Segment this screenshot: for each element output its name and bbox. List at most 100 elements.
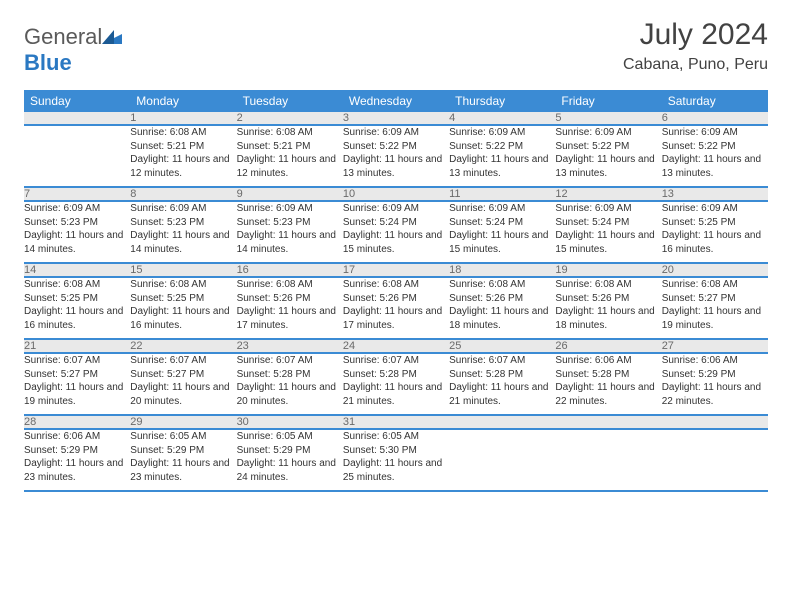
sunset-text: Sunset: 5:23 PM [24,216,130,230]
day-info: Sunrise: 6:08 AMSunset: 5:26 PMDaylight:… [449,277,555,339]
day-info: Sunrise: 6:09 AMSunset: 5:22 PMDaylight:… [662,125,768,187]
day-info: Sunrise: 6:08 AMSunset: 5:26 PMDaylight:… [555,277,661,339]
sunset-text: Sunset: 5:26 PM [343,292,449,306]
day-number: 18 [449,263,555,277]
day-info: Sunrise: 6:08 AMSunset: 5:21 PMDaylight:… [130,125,236,187]
daylight-text: Daylight: 11 hours and 13 minutes. [555,153,661,180]
day-number-row: 123456 [24,112,768,125]
day-number [24,112,130,125]
day-number-row: 21222324252627 [24,339,768,353]
day-info-row: Sunrise: 6:08 AMSunset: 5:21 PMDaylight:… [24,125,768,187]
daylight-text: Daylight: 11 hours and 24 minutes. [237,457,343,484]
day-info: Sunrise: 6:08 AMSunset: 5:26 PMDaylight:… [237,277,343,339]
sunset-text: Sunset: 5:24 PM [449,216,555,230]
daylight-text: Daylight: 11 hours and 25 minutes. [343,457,449,484]
daylight-text: Daylight: 11 hours and 12 minutes. [130,153,236,180]
weekday-header: Saturday [662,90,768,112]
daylight-text: Daylight: 11 hours and 18 minutes. [555,305,661,332]
day-number: 11 [449,187,555,201]
daylight-text: Daylight: 11 hours and 19 minutes. [24,381,130,408]
sunrise-text: Sunrise: 6:07 AM [237,354,343,368]
day-info: Sunrise: 6:08 AMSunset: 5:21 PMDaylight:… [237,125,343,187]
sunset-text: Sunset: 5:30 PM [343,444,449,458]
sunrise-text: Sunrise: 6:09 AM [237,202,343,216]
daylight-text: Daylight: 11 hours and 14 minutes. [24,229,130,256]
daylight-text: Daylight: 11 hours and 20 minutes. [237,381,343,408]
day-number: 17 [343,263,449,277]
weekday-header: Friday [555,90,661,112]
daylight-text: Daylight: 11 hours and 15 minutes. [343,229,449,256]
day-info: Sunrise: 6:06 AMSunset: 5:29 PMDaylight:… [662,353,768,415]
day-info: Sunrise: 6:08 AMSunset: 5:25 PMDaylight:… [130,277,236,339]
sunset-text: Sunset: 5:26 PM [237,292,343,306]
day-number: 26 [555,339,661,353]
day-info: Sunrise: 6:09 AMSunset: 5:22 PMDaylight:… [449,125,555,187]
sunrise-text: Sunrise: 6:06 AM [555,354,661,368]
sunset-text: Sunset: 5:28 PM [237,368,343,382]
daylight-text: Daylight: 11 hours and 15 minutes. [449,229,555,256]
day-number: 10 [343,187,449,201]
day-number [449,415,555,429]
sunrise-text: Sunrise: 6:05 AM [343,430,449,444]
day-number [555,415,661,429]
sunrise-text: Sunrise: 6:08 AM [130,126,236,140]
sunset-text: Sunset: 5:29 PM [662,368,768,382]
calendar-thead: SundayMondayTuesdayWednesdayThursdayFrid… [24,90,768,112]
day-info: Sunrise: 6:07 AMSunset: 5:28 PMDaylight:… [449,353,555,415]
sunrise-text: Sunrise: 6:08 AM [662,278,768,292]
day-number-row: 28293031 [24,415,768,429]
day-info: Sunrise: 6:06 AMSunset: 5:28 PMDaylight:… [555,353,661,415]
sunrise-text: Sunrise: 6:08 AM [130,278,236,292]
sunset-text: Sunset: 5:22 PM [343,140,449,154]
day-number: 9 [237,187,343,201]
day-info: Sunrise: 6:09 AMSunset: 5:23 PMDaylight:… [130,201,236,263]
sunset-text: Sunset: 5:26 PM [555,292,661,306]
brand-logo: General Blue [24,24,122,76]
daylight-text: Daylight: 11 hours and 14 minutes. [237,229,343,256]
day-info [449,429,555,491]
daylight-text: Daylight: 11 hours and 16 minutes. [24,305,130,332]
sunrise-text: Sunrise: 6:08 AM [237,126,343,140]
day-number: 15 [130,263,236,277]
day-info: Sunrise: 6:08 AMSunset: 5:25 PMDaylight:… [24,277,130,339]
day-number: 21 [24,339,130,353]
daylight-text: Daylight: 11 hours and 13 minutes. [662,153,768,180]
sunset-text: Sunset: 5:29 PM [130,444,236,458]
sunset-text: Sunset: 5:27 PM [24,368,130,382]
daylight-text: Daylight: 11 hours and 22 minutes. [662,381,768,408]
day-number: 28 [24,415,130,429]
day-number: 25 [449,339,555,353]
day-info: Sunrise: 6:07 AMSunset: 5:28 PMDaylight:… [343,353,449,415]
header: General Blue July 2024 Cabana, Puno, Per… [24,18,768,76]
day-info: Sunrise: 6:06 AMSunset: 5:29 PMDaylight:… [24,429,130,491]
sunrise-text: Sunrise: 6:09 AM [555,202,661,216]
daylight-text: Daylight: 11 hours and 16 minutes. [662,229,768,256]
day-info: Sunrise: 6:05 AMSunset: 5:29 PMDaylight:… [130,429,236,491]
sunset-text: Sunset: 5:28 PM [343,368,449,382]
day-number-row: 78910111213 [24,187,768,201]
sunrise-text: Sunrise: 6:09 AM [24,202,130,216]
day-info: Sunrise: 6:09 AMSunset: 5:24 PMDaylight:… [555,201,661,263]
day-number: 7 [24,187,130,201]
day-number: 4 [449,112,555,125]
day-number [662,415,768,429]
day-number: 20 [662,263,768,277]
sunrise-text: Sunrise: 6:08 AM [449,278,555,292]
day-number: 24 [343,339,449,353]
sunset-text: Sunset: 5:26 PM [449,292,555,306]
calendar-body: 123456Sunrise: 6:08 AMSunset: 5:21 PMDay… [24,112,768,491]
daylight-text: Daylight: 11 hours and 23 minutes. [24,457,130,484]
daylight-text: Daylight: 11 hours and 21 minutes. [449,381,555,408]
sunrise-text: Sunrise: 6:06 AM [24,430,130,444]
day-info: Sunrise: 6:09 AMSunset: 5:24 PMDaylight:… [343,201,449,263]
day-number: 22 [130,339,236,353]
brand-name-gray: General [24,24,102,49]
day-number: 30 [237,415,343,429]
month-title: July 2024 [623,18,768,52]
day-number: 8 [130,187,236,201]
weekday-header: Tuesday [237,90,343,112]
day-number: 14 [24,263,130,277]
day-number: 31 [343,415,449,429]
day-info [662,429,768,491]
sunrise-text: Sunrise: 6:08 AM [237,278,343,292]
